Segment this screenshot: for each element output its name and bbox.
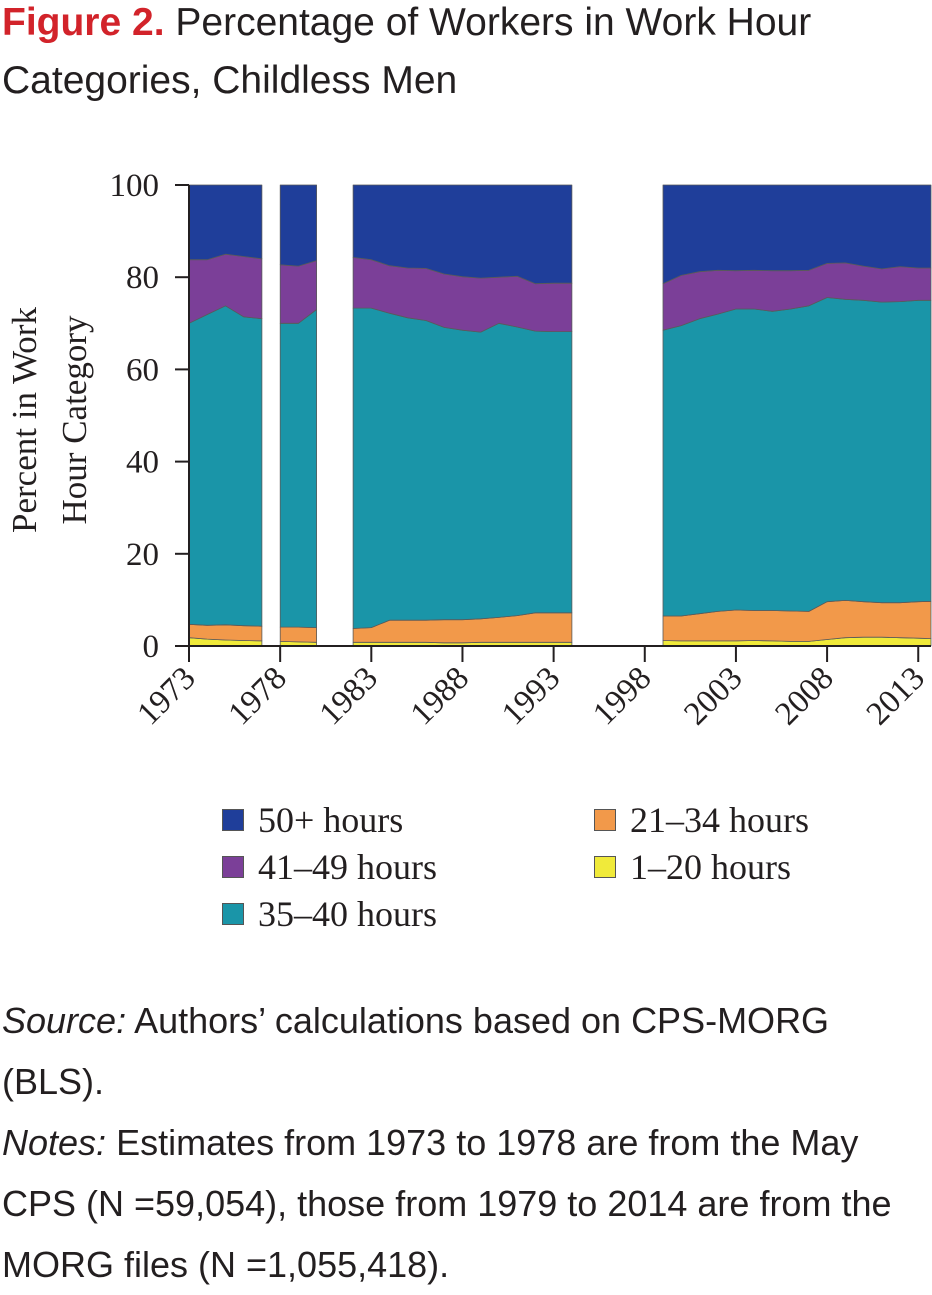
- legend-swatch-50-hours: [222, 809, 244, 831]
- x-tick-label-1993: 1993: [495, 660, 567, 732]
- area-21-34-hours-segment-2: [279, 626, 318, 643]
- y-tick-label-20: 20: [126, 537, 159, 573]
- notes: Notes: Estimates from 1973 to 1978 are f…: [2, 1112, 930, 1295]
- legend-swatch-35-40-hours: [222, 903, 244, 925]
- legend-item-41-49-hours: 41–49 hours: [222, 846, 437, 888]
- area-50-hours-segment-4: [662, 184, 932, 285]
- area-35-40-hours-segment-2: [279, 309, 318, 629]
- stacked-area-chart: 0 20 40 60 80 100 1973 1978 1983 1988 1993 1998 2003…: [5, 168, 932, 732]
- notes-label: Notes:: [2, 1122, 107, 1163]
- x-tick-label-2013: 2013: [860, 660, 932, 732]
- figure-label: Figure 2.: [2, 1, 165, 44]
- legend-label-1-20-hours: 1–20 hours: [630, 847, 791, 887]
- legend-item-35-40-hours: 35–40 hours: [222, 893, 437, 935]
- legend-label-21-34-hours: 21–34 hours: [630, 800, 809, 840]
- source-note: Source: Authors’ calculations based on C…: [2, 990, 930, 1112]
- legend-swatch-1-20-hours: [594, 856, 616, 878]
- legend-label-35-40-hours: 35–40 hours: [258, 894, 437, 934]
- x-tick-label-2008: 2008: [769, 660, 841, 732]
- area-35-40-hours-segment-4: [662, 297, 932, 617]
- legend-swatch-41-49-hours: [222, 856, 244, 878]
- plot-areas: [188, 184, 932, 647]
- legend-label-50-hours: 50+ hours: [258, 800, 404, 840]
- x-tick-label-1983: 1983: [313, 660, 385, 732]
- area-50-hours-segment-1: [188, 184, 263, 261]
- figure-title-text: Percentage of Workers in Work Hour Categ…: [2, 1, 812, 102]
- area-50-hours-segment-2: [279, 184, 318, 267]
- y-tick-label-60: 60: [126, 352, 159, 388]
- x-tick-label-1973: 1973: [131, 660, 203, 732]
- area-50-hours-segment-3: [352, 184, 573, 285]
- y-tick-label-100: 100: [110, 168, 160, 204]
- area-41-49-hours-segment-2: [279, 260, 318, 324]
- chart-title: Figure 2. Percentage of Workers in Work …: [2, 0, 927, 110]
- x-tick-label-1988: 1988: [404, 660, 476, 732]
- area-35-40-hours-segment-1: [188, 305, 263, 627]
- y-axis-label-line1: Percent in Work: [5, 307, 44, 533]
- area-35-40-hours-segment-3: [352, 307, 573, 629]
- figure-footer: Source: Authors’ calculations based on C…: [2, 990, 930, 1295]
- x-tick-label-1998: 1998: [586, 660, 658, 732]
- y-axis-label-line2: Hour Category: [55, 315, 94, 524]
- legend-item-50-hours: 50+ hours: [222, 799, 403, 841]
- source-text: Authors’ calculations based on CPS-MORG …: [2, 1000, 830, 1102]
- y-tick-label-40: 40: [126, 445, 159, 481]
- legend-item-21-34-hours: 21–34 hours: [594, 799, 809, 841]
- notes-text: Estimates from 1973 to 1978 are from the…: [2, 1122, 892, 1285]
- legend-label-41-49-hours: 41–49 hours: [258, 847, 437, 887]
- source-label: Source:: [2, 1000, 127, 1041]
- legend-item-1-20-hours: 1–20 hours: [594, 846, 791, 888]
- legend-swatch-21-34-hours: [594, 809, 616, 831]
- y-tick-label-0: 0: [143, 629, 160, 665]
- x-tick-label-1978: 1978: [222, 660, 294, 732]
- area-21-34-hours-segment-1: [188, 623, 263, 642]
- x-tick-label-2003: 2003: [677, 660, 749, 732]
- y-tick-label-80: 80: [126, 260, 159, 296]
